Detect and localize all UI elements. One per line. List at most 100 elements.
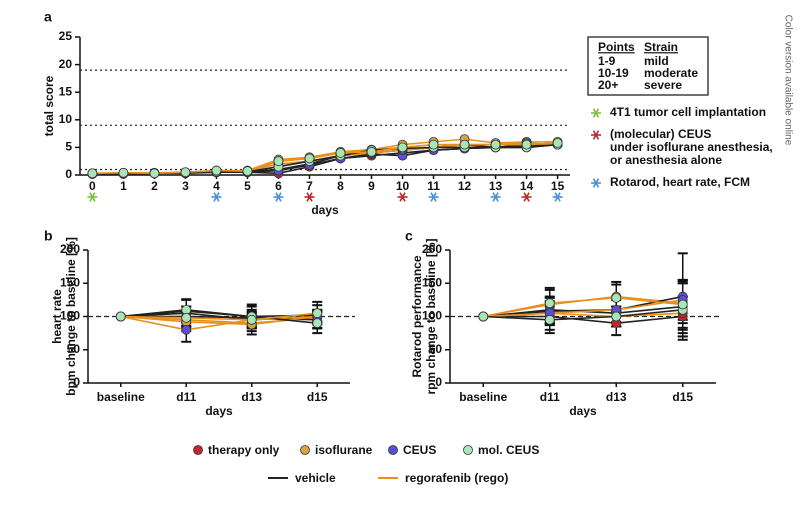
star	[591, 178, 601, 188]
star-stroke	[306, 192, 313, 202]
marker	[544, 314, 555, 325]
series-line	[120, 315, 318, 331]
y-axis-label: heart rate	[50, 289, 64, 344]
legend-label: isoflurane	[315, 443, 373, 457]
star-stroke	[592, 108, 600, 118]
marker	[611, 292, 622, 303]
x-tick-label: 11	[427, 179, 440, 193]
star	[490, 192, 501, 202]
panel-letter: a	[44, 9, 52, 25]
star	[591, 108, 601, 118]
marker	[273, 156, 284, 167]
table-cell: 10-19	[598, 66, 629, 80]
marker	[242, 166, 253, 177]
table-cell: 20+	[598, 78, 618, 92]
star-stroke	[213, 192, 220, 202]
y-tick-label: 25	[59, 29, 73, 43]
legend-marker	[463, 445, 473, 455]
legend-label: CEUS	[403, 443, 436, 457]
y-tick-label: 0	[65, 167, 72, 181]
series-line	[483, 297, 683, 318]
y-axis-label: total score	[42, 75, 56, 136]
marker	[181, 312, 192, 323]
table-cell: mild	[644, 54, 669, 68]
marker	[246, 314, 257, 325]
star	[591, 130, 601, 140]
star	[521, 192, 532, 202]
marker	[312, 318, 323, 329]
marker	[428, 139, 439, 150]
x-tick-label: 0	[89, 179, 96, 193]
x-tick-label: baseline	[459, 390, 507, 404]
x-axis-label: days	[569, 404, 597, 418]
y-tick-label: 50	[67, 342, 81, 356]
star-stroke	[492, 192, 499, 202]
x-tick-label: baseline	[97, 390, 145, 404]
series-line	[483, 309, 683, 321]
x-tick-label: d11	[176, 390, 196, 404]
marker	[677, 299, 688, 310]
marker	[304, 153, 315, 164]
series-line	[92, 142, 558, 175]
annotation-text: 4T1 tumor cell implantation	[610, 105, 766, 119]
marker	[87, 168, 98, 179]
star	[304, 192, 315, 202]
panel-letter: b	[44, 228, 53, 244]
marker	[181, 324, 192, 335]
x-tick-label: 6	[275, 179, 282, 193]
star-stroke	[523, 192, 530, 202]
y-tick-label: 50	[429, 342, 443, 356]
x-tick-label: 2	[151, 179, 158, 193]
marker	[521, 139, 532, 150]
table-cell: severe	[644, 78, 682, 92]
star	[552, 192, 563, 202]
table-header: Strain	[644, 40, 678, 54]
marker	[478, 311, 489, 322]
star-stroke	[592, 130, 600, 140]
table-header: Points	[598, 40, 635, 54]
x-tick-label: 15	[551, 179, 565, 193]
series-line	[120, 312, 318, 321]
star	[87, 192, 98, 202]
star	[273, 192, 284, 202]
y-tick-label: 0	[435, 375, 442, 389]
legend-label: vehicle	[295, 471, 336, 485]
legend-label: therapy only	[208, 443, 280, 457]
marker	[118, 167, 129, 178]
marker	[366, 146, 377, 157]
marker	[544, 298, 555, 309]
y-axis-label: bpm change to baseline [%]	[64, 237, 78, 396]
y-tick-label: 15	[59, 84, 73, 98]
marker	[552, 138, 563, 148]
y-tick-label: 5	[65, 140, 72, 154]
series-line	[483, 295, 683, 318]
x-tick-label: 7	[306, 179, 313, 193]
table-box	[587, 36, 709, 96]
x-tick-label: d15	[672, 390, 693, 404]
star-stroke	[275, 192, 282, 202]
series-line	[483, 315, 683, 324]
star	[428, 192, 439, 202]
marker	[490, 139, 501, 150]
marker	[149, 168, 160, 179]
y-axis-label: rpm change to baseline [%]	[424, 238, 438, 394]
x-tick-label: 5	[244, 179, 251, 193]
y-tick-label: 100	[422, 309, 442, 323]
table-cell: 1-9	[598, 54, 616, 68]
x-axis-label: days	[205, 404, 233, 418]
y-tick-label: 150	[60, 275, 80, 289]
x-tick-label: 1	[120, 179, 127, 193]
y-tick-label: 0	[73, 375, 80, 389]
series-line	[120, 309, 318, 324]
annotation-text: under isoflurane anesthesia,	[610, 140, 773, 154]
x-tick-label: 12	[458, 179, 472, 193]
annotation-text: (molecular) CEUS	[610, 127, 711, 141]
table-cell: moderate	[644, 66, 698, 80]
marker	[180, 167, 191, 178]
x-tick-label: 14	[520, 179, 534, 193]
marker	[335, 148, 346, 158]
legend-label: regorafenib (rego)	[405, 471, 508, 485]
marker	[211, 165, 222, 176]
y-tick-label: 100	[60, 309, 80, 323]
